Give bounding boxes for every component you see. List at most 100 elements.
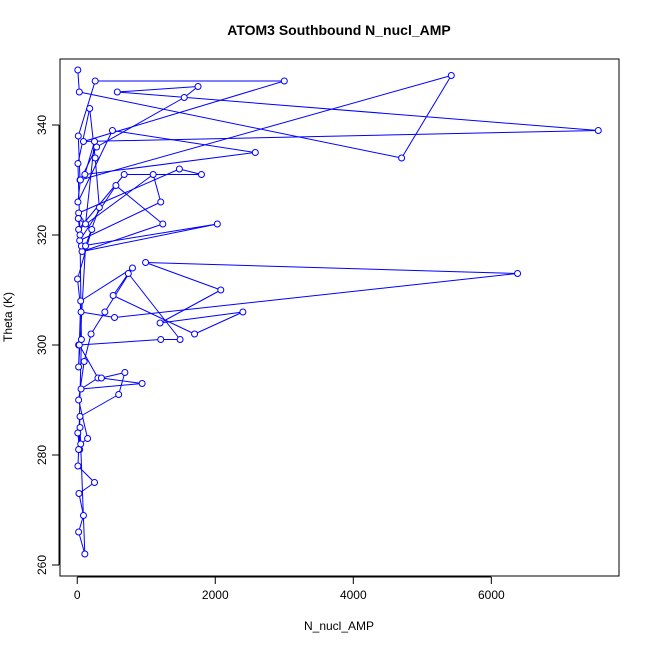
- series-line-segment: [117, 91, 599, 131]
- series-line-segment: [77, 465, 95, 483]
- data-point: [398, 154, 406, 162]
- data-point: [81, 550, 89, 558]
- series-line-segment: [79, 201, 161, 241]
- data-point: [108, 127, 116, 134]
- data-point: [88, 226, 96, 233]
- data-point: [447, 72, 455, 79]
- data-point: [97, 374, 105, 382]
- series-line-segment: [85, 141, 96, 225]
- series-line-segment: [160, 311, 243, 324]
- series-points: [74, 66, 602, 558]
- chart-title: ATOM3 Southbound N_nucl_AMP: [227, 22, 450, 38]
- x-tick-label: 2000: [202, 588, 229, 602]
- series-line-segment: [127, 273, 181, 340]
- data-point: [76, 231, 84, 239]
- data-point: [77, 336, 85, 343]
- x-tick-label: 4000: [340, 588, 367, 602]
- data-point: [84, 435, 92, 442]
- series-line-segment: [90, 311, 106, 335]
- data-point: [138, 380, 146, 387]
- series-line-segment: [80, 267, 133, 302]
- x-tick-label: 6000: [478, 588, 505, 602]
- data-point: [180, 94, 188, 101]
- data-point: [79, 512, 87, 519]
- series-line-segment: [78, 174, 154, 230]
- series-line-segment: [80, 311, 115, 318]
- series-line-segment: [101, 372, 125, 379]
- y-axis-label: Theta (K): [1, 292, 15, 342]
- data-point: [82, 242, 90, 250]
- data-point: [101, 308, 109, 316]
- data-point: [120, 171, 128, 178]
- y-tick-label: 340: [35, 115, 49, 135]
- data-point: [115, 391, 123, 398]
- series-line-segment: [94, 157, 100, 208]
- series-line-segment: [78, 168, 180, 214]
- data-point: [142, 259, 150, 266]
- data-point: [74, 160, 82, 167]
- series-line-segment: [81, 223, 163, 252]
- data-point: [111, 314, 119, 321]
- data-point: [197, 171, 205, 178]
- series-line-segment: [112, 130, 256, 153]
- data-point: [109, 292, 117, 299]
- series-line-segment: [194, 311, 244, 335]
- series-line-segment: [78, 493, 84, 516]
- data-point: [124, 270, 132, 277]
- y-tick-label: 280: [35, 445, 49, 465]
- data-point: [77, 308, 85, 316]
- data-point: [75, 363, 83, 371]
- data-point: [91, 479, 99, 486]
- series-line-segment: [78, 531, 86, 555]
- series-line-segment: [145, 262, 221, 291]
- y-axis: 260 280 300 320 340: [35, 115, 60, 575]
- series-line-segment: [81, 383, 143, 390]
- y-tick-label: 320: [35, 225, 49, 245]
- series-lines: [77, 69, 599, 555]
- data-point: [81, 171, 89, 178]
- data-point: [91, 154, 99, 162]
- series-line-segment: [83, 130, 599, 142]
- series-line-segment: [89, 108, 96, 159]
- data-point: [74, 429, 82, 437]
- data-point: [91, 138, 99, 145]
- series-line-segment: [145, 262, 518, 274]
- data-point: [514, 270, 522, 277]
- series-line-segment: [114, 273, 518, 318]
- data-point: [77, 297, 85, 305]
- data-point: [91, 77, 99, 85]
- series-line-segment: [96, 97, 185, 148]
- data-point: [213, 220, 221, 228]
- series-line-segment: [101, 377, 143, 384]
- data-point: [74, 462, 82, 470]
- data-point: [194, 83, 202, 90]
- data-point: [176, 336, 184, 343]
- data-point: [75, 490, 83, 497]
- data-point: [86, 105, 94, 112]
- series-line-segment: [79, 75, 452, 181]
- series-line-segment: [84, 152, 256, 175]
- data-point: [74, 215, 82, 222]
- series-line-segment: [78, 344, 99, 379]
- data-point: [82, 220, 90, 228]
- data-point: [113, 88, 121, 96]
- data-point: [95, 204, 103, 211]
- data-point: [157, 198, 165, 206]
- data-point: [75, 446, 83, 453]
- series-line-segment: [112, 273, 129, 296]
- series-line-segment: [118, 372, 126, 395]
- x-tick-label: 0: [74, 588, 81, 602]
- data-point: [75, 88, 83, 96]
- series-line-segment: [112, 295, 195, 335]
- series-line-segment: [117, 86, 199, 93]
- data-point: [239, 308, 247, 316]
- data-point: [149, 171, 157, 178]
- data-point: [251, 149, 259, 156]
- data-point: [121, 369, 129, 376]
- data-point: [280, 77, 288, 85]
- series-line-segment: [77, 69, 80, 93]
- series-line-segment: [81, 223, 218, 247]
- data-point: [80, 358, 88, 365]
- data-point: [157, 336, 165, 343]
- series-line-segment: [115, 185, 164, 225]
